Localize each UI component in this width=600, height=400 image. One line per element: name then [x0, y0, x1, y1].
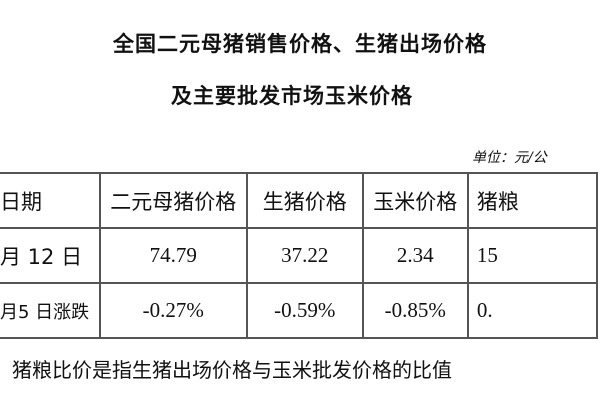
- unit-label: 单位：元/公: [472, 150, 547, 166]
- header-hog-grain-ratio: 猪粮: [466, 172, 599, 229]
- header-hog-price: 生猪价格: [245, 172, 364, 229]
- cell-corn-price: 2.34: [361, 227, 469, 284]
- title-line-2: 及主要批发市场玉米价格: [171, 84, 413, 108]
- table-row: 月 12 日 74.79 37.22 2.34 15: [0, 227, 599, 284]
- header-sow-price: 二元母猪价格: [98, 172, 248, 229]
- cell-corn-change: -0.85%: [361, 282, 469, 339]
- cell-hog-change: -0.59%: [245, 282, 364, 339]
- table-header-row: 日期 二元母猪价格 生猪价格 玉米价格 猪粮: [0, 172, 599, 229]
- footnote: 猪粮比价是指生猪出场价格与玉米批发价格的比值: [12, 358, 452, 382]
- price-table: 日期 二元母猪价格 生猪价格 玉米价格 猪粮 月 12 日 74.79 37.2…: [0, 172, 599, 339]
- header-corn-price: 玉米价格: [361, 172, 469, 229]
- title-line-1: 全国二元母猪销售价格、生猪出场价格: [113, 32, 487, 56]
- cell-sow-change: -0.27%: [98, 282, 248, 339]
- cell-date: 月 12 日: [0, 227, 101, 284]
- cell-date: 月5 日涨跌: [0, 282, 101, 339]
- cell-sow-price: 74.79: [98, 227, 248, 284]
- cell-ratio-change: 0.: [466, 282, 599, 339]
- cell-ratio: 15: [466, 227, 599, 284]
- header-date: 日期: [0, 172, 101, 229]
- cell-hog-price: 37.22: [245, 227, 364, 284]
- table-row: 月5 日涨跌 -0.27% -0.59% -0.85% 0.: [0, 282, 599, 339]
